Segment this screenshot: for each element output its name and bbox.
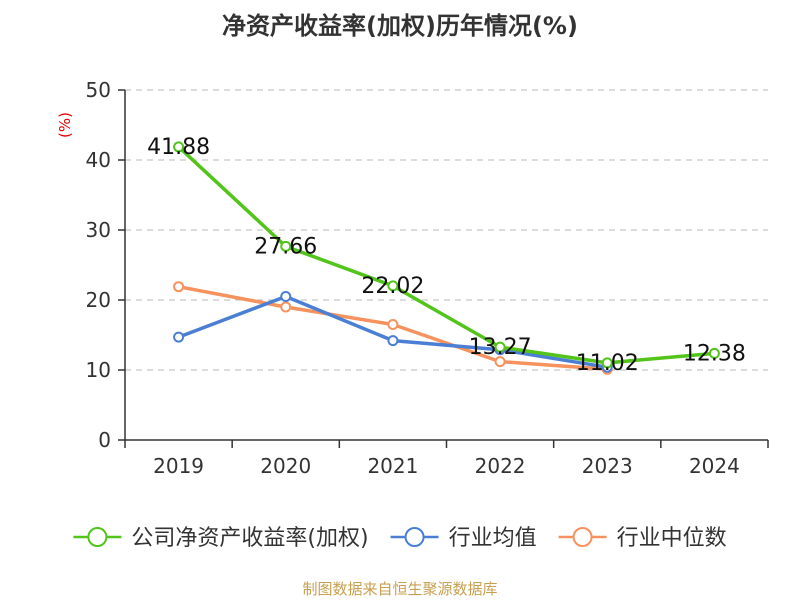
series-2-point-2019	[173, 281, 185, 293]
axes: 0 10 20 30 40 50 2019 2020 2021 2022 2023 2024	[86, 78, 769, 478]
series-0-point-2019	[173, 141, 185, 153]
y-tick-label-2: 20	[86, 288, 111, 312]
x-tick-label-2020: 2020	[260, 454, 311, 478]
data-label-2023: 11.02	[576, 351, 639, 376]
gridlines	[125, 89, 768, 371]
x-tick-label-2023: 2023	[582, 454, 633, 478]
y-tick-label-5: 50	[86, 78, 111, 102]
data-label-2022: 13.27	[469, 335, 532, 360]
x-tick-label-2019: 2019	[153, 454, 204, 478]
series-0-point-2023	[601, 357, 613, 369]
x-tick-label-2024: 2024	[689, 454, 740, 478]
data-label-2020: 27.66	[254, 234, 317, 259]
data-label-2024: 12.38	[683, 341, 746, 366]
series-2-point-2022	[494, 356, 506, 368]
chart-title: 净资产收益率(加权)历年情况(%)	[222, 12, 578, 40]
x-tick-label-2021: 2021	[367, 454, 418, 478]
series-line-0	[176, 145, 717, 365]
legend-label-2: 行业中位数	[617, 526, 727, 551]
series-0-point-2024	[708, 347, 720, 359]
legend-label-0: 公司净资产收益率(加权)	[131, 526, 368, 551]
y-axis-title: (%)	[56, 112, 74, 138]
series-1-point-2019	[173, 331, 185, 343]
data-label-2019: 41.88	[147, 135, 210, 160]
series-2-point-2021	[387, 319, 399, 330]
legend-item-0[interactable]: 公司净资产收益率(加权)	[73, 526, 369, 551]
legend-marker-1	[404, 527, 425, 547]
source-note: 制图数据来自恒生聚源数据库	[302, 580, 497, 598]
legend[interactable]: 公司净资产收益率(加权) 行业均值 行业中位数	[73, 526, 727, 551]
series-1-point-2020	[280, 291, 292, 302]
series-1-point-2021	[387, 335, 399, 347]
legend-marker-0	[87, 527, 108, 547]
series-0-point-2020	[280, 240, 292, 252]
y-tick-label-4: 40	[86, 148, 111, 172]
series-0-point-2022	[494, 341, 506, 353]
legend-item-1[interactable]: 行业均值	[390, 526, 537, 551]
legend-marker-2	[572, 527, 593, 547]
x-tick-label-2022: 2022	[475, 454, 526, 478]
series-2-point-2020	[280, 301, 292, 313]
y-tick-label-1: 10	[86, 358, 111, 382]
series-0-point-2021	[387, 280, 399, 292]
legend-item-2[interactable]: 行业中位数	[558, 526, 727, 551]
data-labels: 41.88 27.66 22.02 13.27 11.02 12.38	[147, 135, 746, 376]
series-line-1	[176, 294, 609, 369]
y-tick-label-3: 30	[86, 218, 111, 242]
y-tick-label-0: 0	[98, 428, 111, 452]
series-lines	[173, 141, 720, 375]
data-label-2021: 22.02	[361, 274, 424, 299]
legend-label-1: 行业均值	[449, 526, 537, 551]
